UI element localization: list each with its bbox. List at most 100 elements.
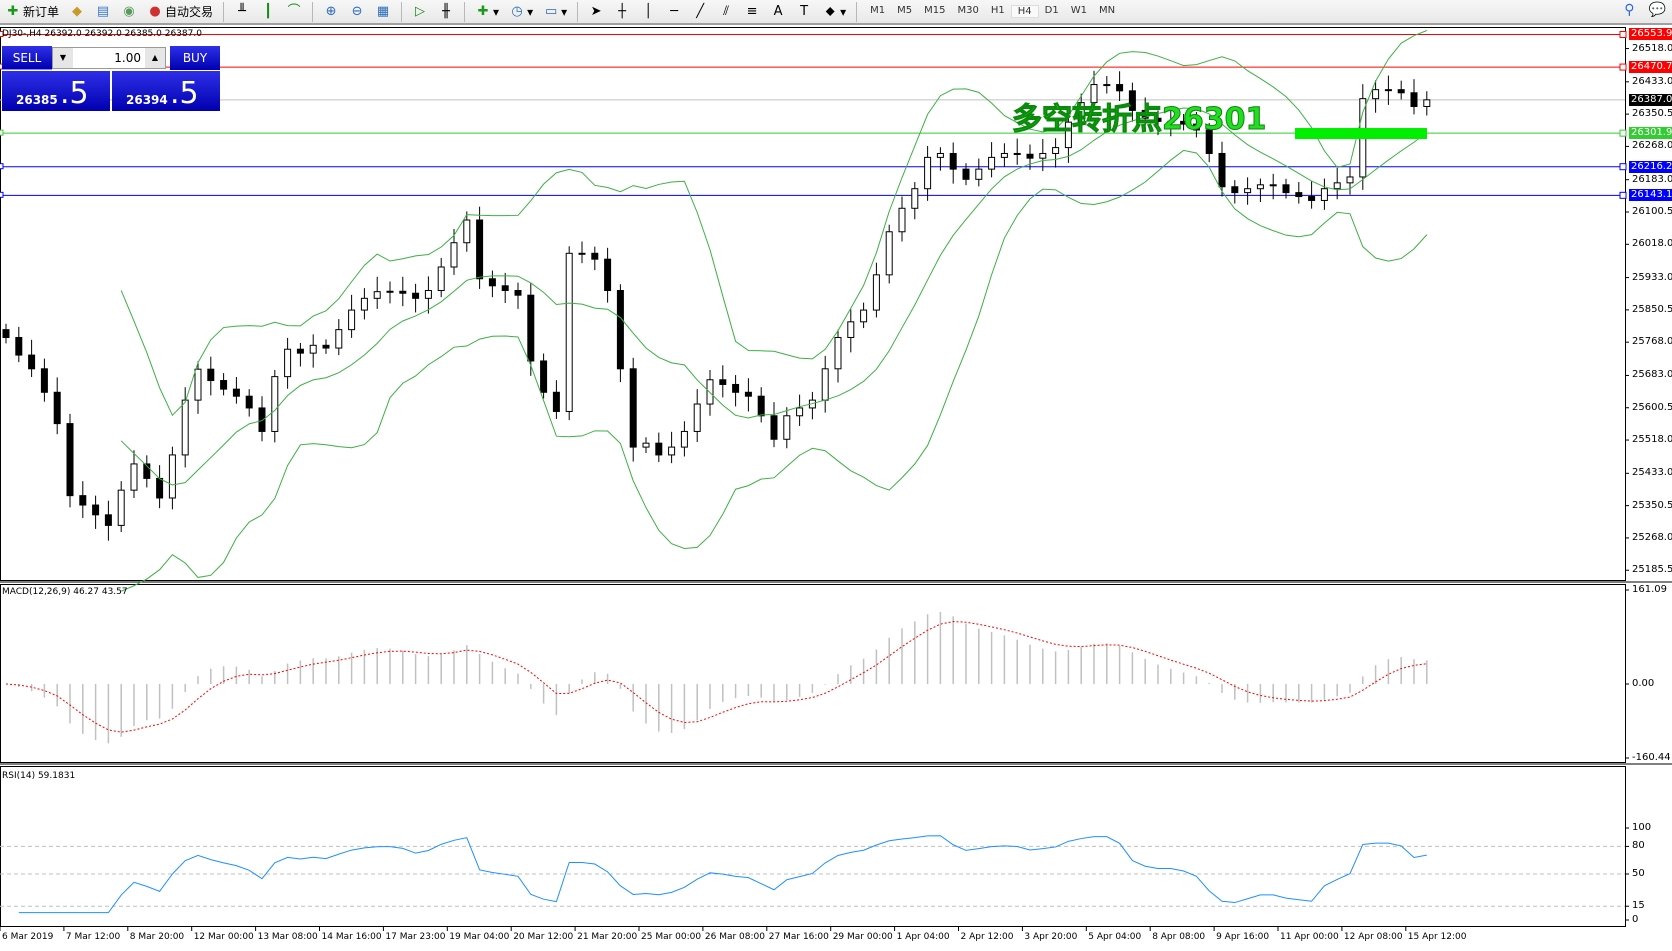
timeframe-mn[interactable]: MN [1098, 5, 1116, 16]
cursor-button[interactable]: ➤ [585, 1, 607, 23]
bull-candle [1000, 152, 1008, 158]
line-chart-icon: ⌒ [287, 3, 301, 19]
bull-candle [1077, 102, 1085, 123]
market-watch-button[interactable]: ◆ [66, 1, 88, 23]
timeframe-w1[interactable]: W1 [1070, 5, 1087, 16]
zoom-in-button[interactable]: ⊕ [320, 1, 342, 23]
text-label-button[interactable]: T [793, 1, 815, 23]
bull-candle [130, 463, 138, 491]
bear-candle [616, 289, 624, 370]
bar-chart-button[interactable]: ╨ [231, 1, 253, 23]
timeframe-h4[interactable]: H4 [1010, 5, 1039, 18]
chat-icon[interactable]: 💬 [1648, 2, 1666, 18]
bear-candle [591, 252, 599, 260]
timeframe-m15[interactable]: M15 [924, 5, 946, 16]
bull-candle [1052, 147, 1060, 154]
signal-button[interactable]: ◉ [118, 1, 140, 23]
bear-candle [156, 477, 164, 499]
price-tick-label: 26350.5 [1632, 108, 1672, 120]
bull-candle [860, 309, 868, 323]
trendline-button[interactable]: ╱ [689, 1, 711, 23]
price-tick-label: 25518.0 [1632, 434, 1672, 446]
bear-candle [1397, 89, 1405, 94]
sell-button[interactable]: SELL [2, 46, 52, 70]
lot-size-stepper[interactable]: ▼ 1.00 ▲ [52, 47, 166, 69]
horizontal-line-button[interactable]: ─ [663, 1, 685, 23]
bollinger-upper [120, 30, 1427, 417]
templates-button[interactable]: ▭ ▾ [544, 3, 568, 19]
bull-candle [885, 231, 893, 276]
crosshair-button[interactable]: ┼ [611, 1, 633, 23]
sell-price-fraction: .5 [60, 76, 89, 111]
time-tick-label: 25 Mar 00:00 [641, 932, 702, 942]
zoom-out-icon: ⊖ [351, 3, 363, 19]
bull-candle [1372, 89, 1380, 100]
candlestick-icon: ┃ [264, 3, 272, 19]
bear-candle [770, 415, 778, 440]
rsi-tick-label: 80 [1632, 840, 1645, 852]
text-button[interactable]: A [767, 1, 789, 23]
timeframe-m1[interactable]: M1 [870, 5, 886, 16]
sell-price: 26385 [16, 93, 58, 107]
price-tick-label: 26183.0 [1632, 173, 1672, 185]
one-click-trading-panel: SELL ▼ 1.00 ▲ BUY 26385 .5 26394 .5 [0, 46, 220, 111]
lot-size-input[interactable]: 1.00 [114, 51, 141, 65]
autoscroll-icon: ▷ [415, 3, 426, 19]
timeframe-d1[interactable]: D1 [1044, 5, 1059, 16]
vertical-line-button[interactable]: │ [637, 1, 659, 23]
level-handle [1619, 129, 1627, 137]
vertical-line-icon: │ [644, 3, 653, 19]
lot-increase-icon[interactable]: ▲ [145, 48, 165, 68]
timeframe-m5[interactable]: M5 [897, 5, 913, 16]
bear-candle [143, 463, 151, 479]
indicators-button[interactable]: ✚ ▾ [472, 1, 502, 23]
zoom-out-button[interactable]: ⊖ [346, 1, 368, 23]
arrows-button[interactable]: ⬥ ▾ [819, 1, 849, 23]
autoscroll-button[interactable]: ▷ [409, 1, 431, 23]
fibonacci-button[interactable]: ≡ [741, 1, 763, 23]
bear-candle [488, 278, 496, 287]
bear-candle [1218, 152, 1226, 188]
equidistant-channel-button[interactable]: ⫽ [715, 1, 737, 23]
candlestick-button[interactable]: ┃ [257, 1, 279, 23]
bear-candle [104, 514, 112, 526]
sell-price-button[interactable]: 26385 .5 [2, 71, 110, 111]
auto-trading-button[interactable]: ● 自动交易 [144, 1, 216, 23]
time-tick-label: 7 Mar 12:00 [65, 932, 121, 942]
search-icon[interactable]: ⚲ [1624, 2, 1635, 18]
bear-candle [552, 391, 560, 412]
bull-candle [271, 376, 279, 432]
periods-icon: ◷ [511, 3, 523, 19]
lot-decrease-icon[interactable]: ▼ [53, 48, 73, 68]
new-order-button[interactable]: ✚ 新订单 [2, 1, 62, 23]
price-tick-label: 25185.5 [1632, 564, 1672, 576]
bollinger-lower [121, 149, 1428, 592]
periods-button[interactable]: ◷ ▾ [506, 1, 536, 23]
chart-shift-button[interactable]: ╫ [435, 1, 457, 23]
bull-candle [1333, 182, 1341, 190]
chart-canvas[interactable] [0, 27, 1672, 951]
timeframe-bar: M1 M5 M15 M30 H1 H4 D1 W1 MN [864, 5, 1121, 18]
tile-windows-button[interactable]: ▦ [372, 1, 394, 23]
line-chart-button[interactable]: ⌒ [283, 1, 305, 23]
macd-tick-label: 161.09 [1632, 584, 1667, 595]
bear-candle [79, 495, 87, 506]
buy-price-button[interactable]: 26394 .5 [112, 71, 220, 111]
bull-candle [821, 368, 829, 401]
buy-button[interactable]: BUY [170, 46, 220, 70]
bear-candle [949, 152, 957, 170]
timeframe-h1[interactable]: H1 [990, 5, 1005, 16]
time-tick-label: 11 Apr 00:00 [1280, 932, 1339, 942]
time-tick-label: 3 Apr 20:00 [1024, 932, 1078, 942]
timeframe-m30[interactable]: M30 [957, 5, 979, 16]
navigator-button[interactable]: ▤ [92, 1, 114, 23]
rsi-tick-label: 0 [1632, 914, 1639, 925]
bear-candle [540, 360, 548, 393]
level-handle [0, 191, 4, 198]
bear-candle [2, 329, 10, 338]
bear-candle [476, 219, 484, 280]
text-icon: A [773, 3, 783, 19]
bear-candle [15, 336, 23, 356]
bear-candle [604, 258, 612, 291]
bear-candle [399, 290, 407, 294]
